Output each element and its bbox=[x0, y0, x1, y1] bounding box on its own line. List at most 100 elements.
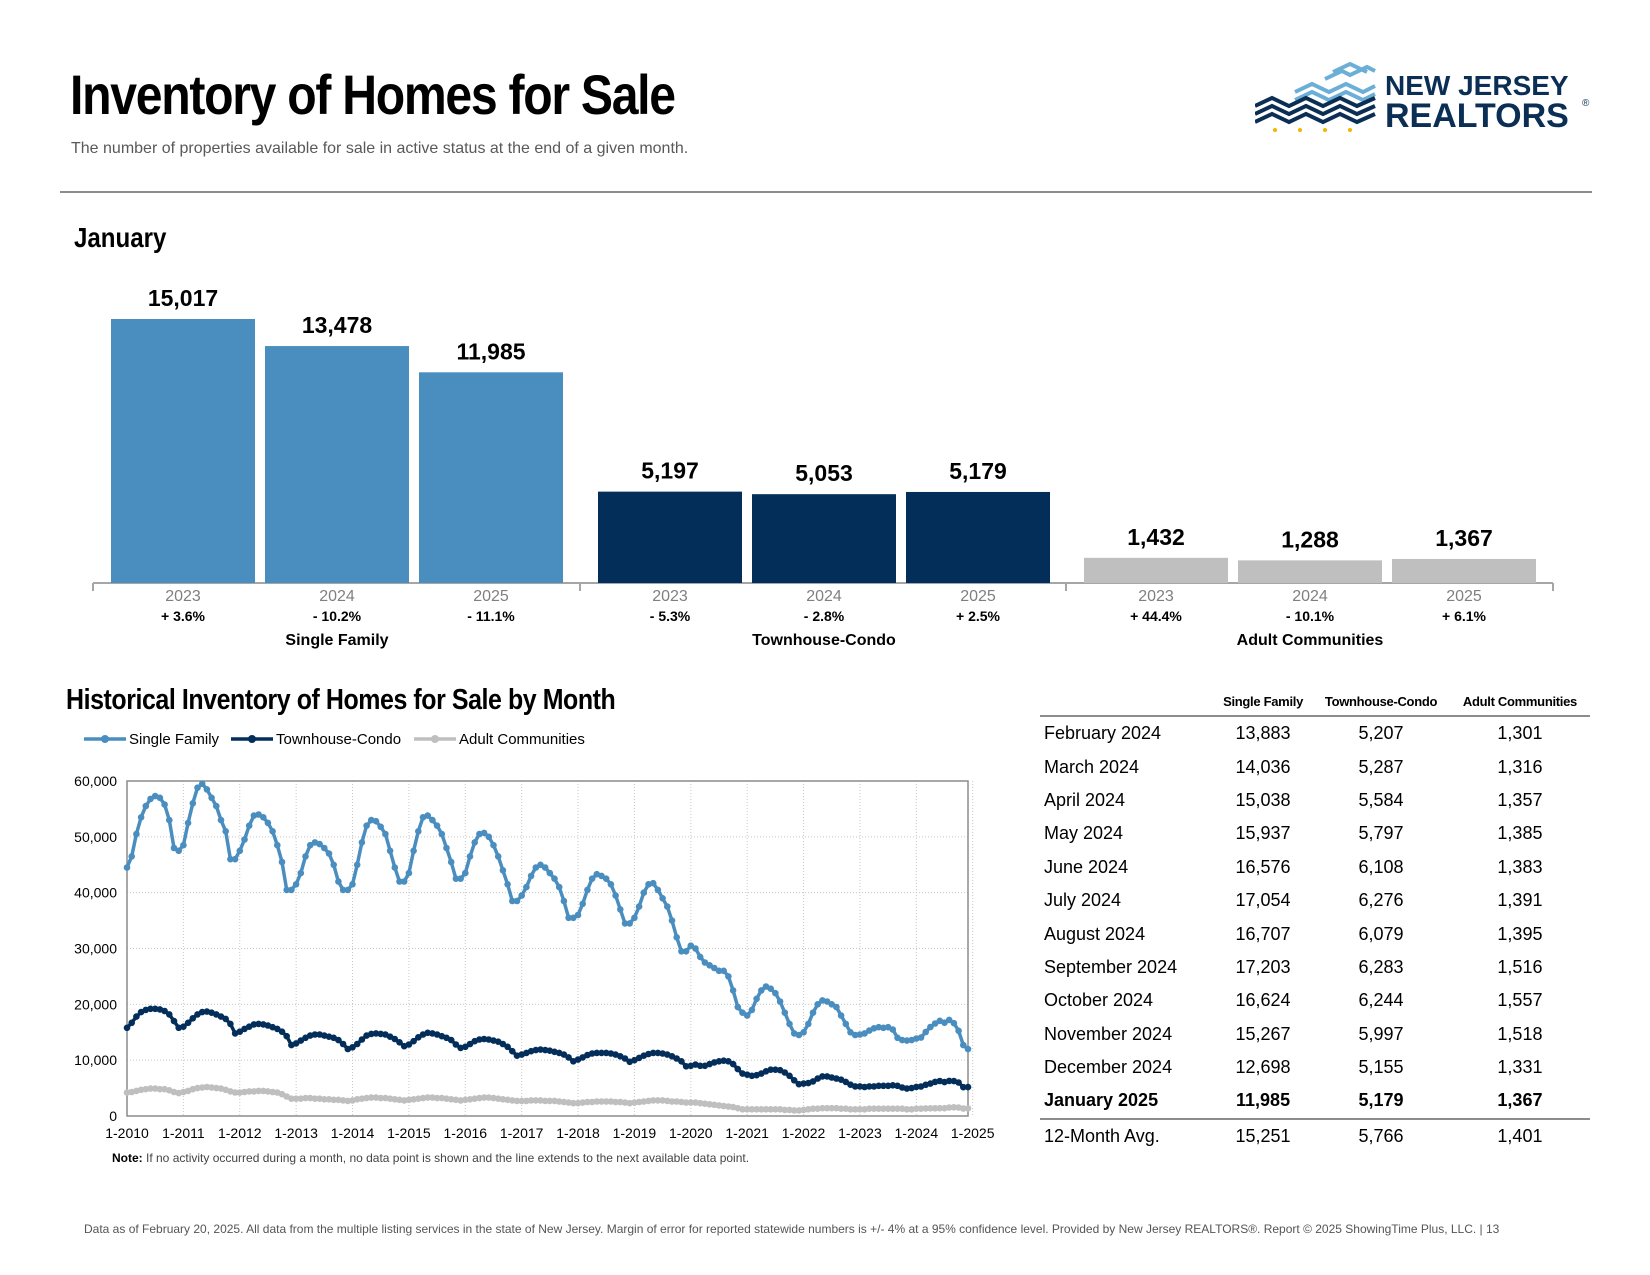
january-bar-chart: 15,017 2023 + 3.6% 13,478 2024 - 10.2% 11,985 2… bbox=[92, 285, 1554, 649]
table-header-row: Single Family Townhouse-Condo Adult Comm… bbox=[1040, 693, 1590, 717]
series-point bbox=[222, 828, 229, 835]
bar-year-label: 2025 bbox=[960, 588, 996, 605]
bar bbox=[1238, 560, 1382, 583]
series-point bbox=[142, 802, 150, 810]
page-title: Inventory of Homes for Sale bbox=[70, 63, 676, 126]
chart-note: Note: If no activity occurred during a m… bbox=[112, 1151, 749, 1165]
series-point bbox=[922, 1105, 929, 1112]
series-point bbox=[368, 1094, 375, 1101]
series-point bbox=[659, 895, 666, 902]
series-point bbox=[922, 1028, 929, 1036]
series-point bbox=[762, 1106, 770, 1113]
table-cell-value: 6,276 bbox=[1358, 890, 1404, 911]
series-point bbox=[579, 900, 586, 908]
bar-year-label: 2025 bbox=[1446, 588, 1482, 605]
series-point bbox=[213, 802, 220, 810]
series-point bbox=[128, 853, 135, 860]
series-point bbox=[255, 1087, 262, 1095]
note-label: Note: bbox=[112, 1151, 143, 1165]
table-cell-value: 6,244 bbox=[1358, 990, 1404, 1011]
series-point bbox=[781, 1106, 789, 1114]
series-point bbox=[649, 1097, 657, 1104]
table-cell-month: October 2024 bbox=[1044, 990, 1154, 1011]
series-point bbox=[945, 1077, 953, 1085]
series-point bbox=[781, 1009, 789, 1016]
table-cell-value: 1,331 bbox=[1497, 1057, 1543, 1078]
bar-year-label: 2023 bbox=[165, 588, 201, 605]
bar bbox=[265, 346, 409, 583]
bar bbox=[906, 491, 1050, 583]
series-point bbox=[227, 1020, 234, 1028]
series-point bbox=[588, 875, 596, 882]
bar bbox=[419, 372, 563, 583]
bar-change-label: + 3.6% bbox=[161, 608, 206, 624]
series-point bbox=[927, 1105, 934, 1112]
series-point bbox=[128, 1019, 135, 1027]
historical-line-chart: 1-2010 1-2011 1-2012 1-2013 1-2014 1-2015 1-20… bbox=[74, 731, 995, 1141]
series-point bbox=[833, 1003, 840, 1011]
series-point bbox=[447, 1036, 455, 1044]
series-point bbox=[429, 816, 436, 824]
table-cell-value: 5,179 bbox=[1358, 1090, 1404, 1111]
series-point bbox=[297, 869, 305, 877]
series-point bbox=[607, 881, 615, 888]
x-tick-label: 1-2015 bbox=[387, 1125, 431, 1141]
table-cell-month: December 2024 bbox=[1044, 1057, 1173, 1078]
table-row: October 2024 16,624 6,244 1,557 bbox=[1040, 984, 1590, 1017]
series-point bbox=[551, 875, 558, 882]
table-header-townhouse-condo: Townhouse-Condo bbox=[1312, 693, 1450, 717]
table-row: January 2025 11,985 5,179 1,367 bbox=[1040, 1084, 1590, 1118]
series-point bbox=[391, 864, 399, 871]
logo-line2: REALTORS bbox=[1385, 97, 1569, 132]
table-cell-month: 12-Month Avg. bbox=[1040, 1117, 1214, 1154]
series-line bbox=[125, 782, 970, 1051]
series-point bbox=[743, 1106, 751, 1113]
table-cell-value: 16,707 bbox=[1235, 923, 1291, 944]
table-cell-value: 15,251 bbox=[1214, 1117, 1313, 1154]
series-point bbox=[800, 1029, 807, 1036]
series-point bbox=[640, 889, 648, 896]
table-cell-value: 6,079 bbox=[1358, 923, 1404, 944]
series-point bbox=[739, 1106, 746, 1113]
table-row: July 2024 17,054 6,276 1,391 bbox=[1040, 884, 1590, 917]
series-point bbox=[382, 830, 389, 838]
series-point bbox=[241, 836, 248, 843]
table-cell-value: 1,518 bbox=[1497, 1023, 1543, 1044]
series-point bbox=[729, 1060, 737, 1068]
series-point bbox=[678, 948, 685, 955]
bar-value-label: 13,478 bbox=[302, 312, 373, 338]
series-point bbox=[649, 879, 657, 887]
y-tick-label: 20,000 bbox=[74, 996, 117, 1012]
series-point bbox=[166, 816, 173, 824]
legend-label: Adult Communities bbox=[459, 731, 585, 748]
series-point bbox=[527, 1097, 535, 1104]
series-point bbox=[823, 1104, 831, 1112]
series-point bbox=[283, 1032, 291, 1040]
series-point bbox=[123, 864, 131, 871]
series-point bbox=[814, 1001, 821, 1008]
table-cell-value: 17,054 bbox=[1235, 890, 1291, 911]
table-cell-value: 1,516 bbox=[1497, 956, 1543, 977]
series-point bbox=[278, 858, 286, 866]
table-cell-value: 15,267 bbox=[1235, 1023, 1291, 1044]
x-tick-label: 1-2017 bbox=[500, 1125, 544, 1141]
series-point bbox=[715, 967, 723, 975]
series-point bbox=[602, 875, 610, 882]
bar-year-label: 2023 bbox=[1138, 588, 1174, 605]
series-point bbox=[617, 906, 624, 913]
table-cell-value: 5,584 bbox=[1358, 789, 1404, 810]
series-point bbox=[353, 861, 361, 869]
series-point bbox=[786, 1072, 793, 1080]
bar-change-label: + 2.5% bbox=[956, 608, 1001, 624]
legend-swatch-dot bbox=[101, 735, 109, 743]
series-point bbox=[837, 1105, 845, 1112]
logo-line1: NEW JERSEY bbox=[1385, 70, 1569, 101]
table-row: September 2024 17,203 6,283 1,516 bbox=[1040, 951, 1590, 984]
table-cell-value: 1,557 bbox=[1497, 990, 1543, 1011]
series-point bbox=[184, 819, 192, 827]
series-point bbox=[274, 841, 281, 849]
month-heading: January bbox=[74, 222, 167, 253]
series-point bbox=[292, 881, 300, 888]
series-point bbox=[447, 858, 455, 866]
series-point bbox=[889, 1026, 897, 1033]
